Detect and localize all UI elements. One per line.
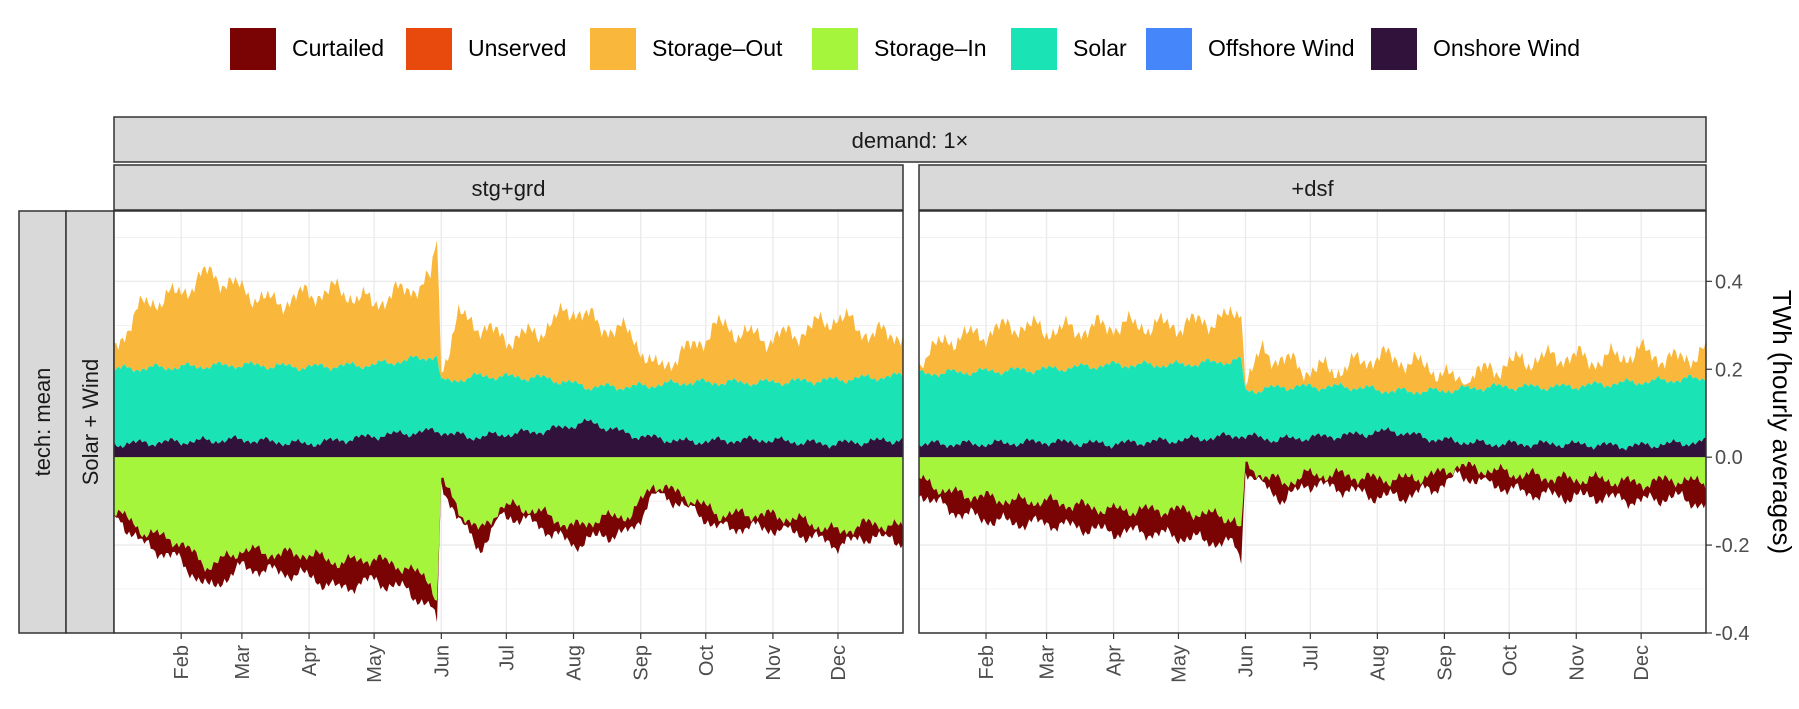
legend-key xyxy=(812,28,858,70)
x-tick-label: Feb xyxy=(171,645,193,679)
x-tick-label: Sep xyxy=(1434,645,1456,681)
facet-strip-top xyxy=(113,116,1707,163)
x-tick-label: Oct xyxy=(696,645,718,677)
x-tick-label: Nov xyxy=(763,645,785,681)
panel-strip-label: stg+grd xyxy=(472,176,546,201)
row-strip-outer-label: tech: mean xyxy=(30,368,55,477)
x-tick-label: Jul xyxy=(496,645,518,671)
x-tick-label: May xyxy=(1168,645,1190,683)
panel-strip xyxy=(113,164,904,211)
x-tick-label: Nov xyxy=(1566,645,1588,681)
x-tick-label: Oct xyxy=(1499,645,1521,677)
facet-strip-top-label: demand: 1× xyxy=(852,128,969,153)
legend-label: Solar xyxy=(1073,35,1127,61)
legend-label: Storage–Out xyxy=(652,35,783,61)
series-solar xyxy=(919,356,1706,451)
panel-strip-label: +dsf xyxy=(1291,176,1334,201)
series-storage-in xyxy=(919,457,1706,527)
y-axis-title: TWh (hourly averages) xyxy=(1767,290,1797,554)
x-tick-label: Jun xyxy=(1235,645,1257,677)
y-tick-label: 0.0 xyxy=(1715,447,1743,469)
legend-key xyxy=(590,28,636,70)
x-tick-label: Mar xyxy=(232,645,254,680)
legend-key xyxy=(406,28,452,70)
y-axis: 0.4 0.2 0.0 -0.2 -0.4 xyxy=(1706,271,1749,645)
series-onshore-wind xyxy=(114,418,903,458)
x-tick-label: Sep xyxy=(631,645,653,681)
y-tick-label: -0.2 xyxy=(1715,535,1749,557)
legend-label: Offshore Wind xyxy=(1208,35,1355,61)
x-tick-label: Dec xyxy=(1631,645,1653,681)
legend-key xyxy=(1146,28,1192,70)
x-tick-label: May xyxy=(364,645,386,683)
legend-label: Unserved xyxy=(468,35,566,61)
legend-key xyxy=(1011,28,1057,70)
series-storage-in xyxy=(114,457,903,601)
x-tick-label: Aug xyxy=(564,645,586,681)
x-tick-label: Jun xyxy=(431,645,453,677)
panel-border xyxy=(918,210,1707,634)
legend-key xyxy=(1371,28,1417,70)
x-tick-label: Apr xyxy=(1104,645,1126,676)
x-tick-label: Dec xyxy=(828,645,850,681)
x-tick-label: Feb xyxy=(976,645,998,679)
legend: Curtailed Unserved Storage–Out Storage–In So… xyxy=(230,28,1580,70)
legend-label: Storage–In xyxy=(874,35,987,61)
panel-border xyxy=(113,210,904,634)
legend-label: Curtailed xyxy=(292,35,384,61)
x-tick-label: Apr xyxy=(299,645,321,676)
series-onshore-wind xyxy=(919,427,1706,458)
legend-label: Onshore Wind xyxy=(1433,35,1580,61)
row-strip-inner-label: Solar + Wind xyxy=(78,359,103,486)
panel-dsf: Feb Mar Apr May Jun Jul Aug Sep Oct Nov Dec xyxy=(918,210,1707,683)
series-storage-out xyxy=(919,306,1706,395)
series-solar xyxy=(114,355,903,449)
y-tick-label: 0.4 xyxy=(1715,271,1743,293)
panel-strip xyxy=(918,164,1707,211)
series-storage-out xyxy=(114,240,903,391)
x-tick-label: Jul xyxy=(1300,645,1322,671)
row-strip-inner xyxy=(65,210,115,634)
series-curtailed xyxy=(919,461,1706,565)
y-tick-label: 0.2 xyxy=(1715,359,1743,381)
panel-stg-grd: Feb Mar Apr May Jun Jul Aug Sep Oct Nov Dec xyxy=(113,210,904,683)
y-tick-label: -0.4 xyxy=(1715,623,1749,645)
series-curtailed xyxy=(114,477,903,623)
legend-key xyxy=(230,28,276,70)
x-tick-label: Mar xyxy=(1037,645,1059,680)
x-tick-label: Aug xyxy=(1367,645,1389,681)
